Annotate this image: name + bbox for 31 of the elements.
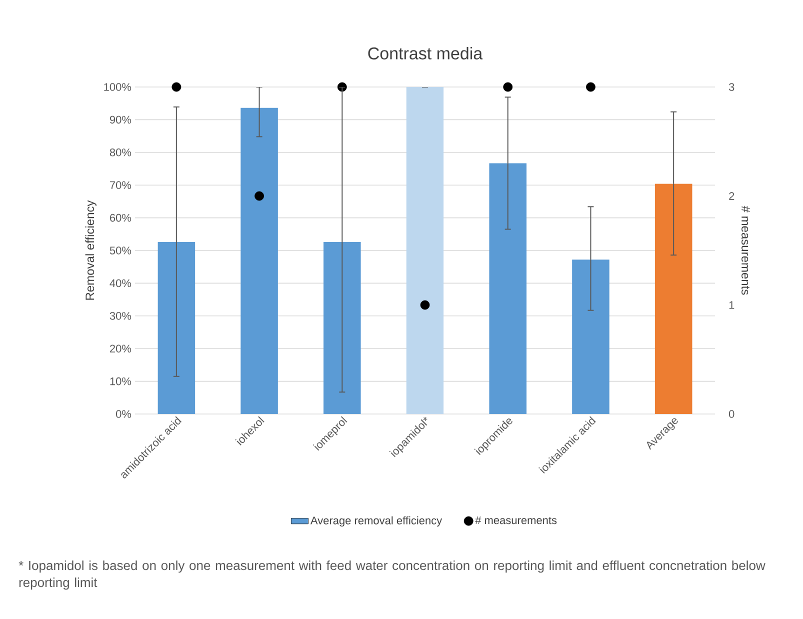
y-tick-label: 0%: [116, 410, 132, 418]
point: [254, 191, 264, 201]
y2-tick-label: 0: [728, 410, 734, 418]
chart-title: Contrast media: [368, 46, 483, 60]
y2-tick-label: 2: [729, 192, 734, 200]
y-tick-label: 70%: [110, 181, 132, 189]
bar: [654, 184, 692, 414]
y-tick-label: 90%: [110, 116, 132, 124]
point: [172, 82, 182, 92]
y-tick-label: 80%: [110, 148, 132, 156]
legend-label: # measurements: [475, 516, 557, 524]
legend-label: Average removal efficiency: [310, 516, 442, 527]
y-tick-label: 100%: [104, 83, 132, 91]
point: [503, 82, 513, 92]
bar: [489, 163, 527, 414]
y-tick-label: 10%: [110, 377, 132, 386]
point: [420, 300, 430, 310]
y2-tick-label: 3: [728, 83, 734, 91]
y-tick-label: 50%: [110, 246, 132, 254]
y-tick-label: 30%: [110, 312, 132, 320]
bar: [572, 260, 610, 414]
y2-axis-title: # measurements: [742, 206, 750, 295]
y-tick-label: 60%: [110, 214, 132, 222]
y-axis-title: Removal efficiency: [85, 200, 96, 300]
y-tick-label: 20%: [110, 344, 132, 352]
y2-tick-label: 1: [729, 301, 734, 309]
bar: [406, 87, 444, 414]
y-tick-label: 40%: [110, 279, 132, 288]
bar: [240, 108, 278, 414]
text: * Iopamidol is based on only one measurement with feed water concentration on reporting limit and effluent concnetration below reporting limit: [18, 560, 766, 590]
point: [586, 82, 596, 92]
